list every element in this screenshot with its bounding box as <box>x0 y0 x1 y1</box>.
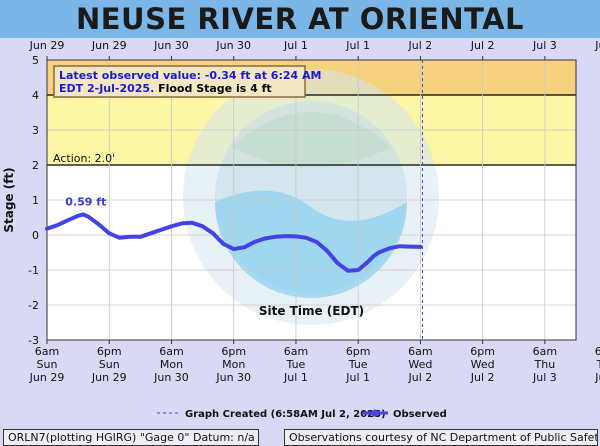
peak-label: 0.59 ft <box>65 195 106 208</box>
x-tick-label-top: Jul 3 <box>594 39 600 52</box>
noaa-logo-watermark <box>183 69 439 325</box>
plot-frame <box>46 59 577 341</box>
y-tick-label: -3 <box>28 334 39 347</box>
x-tick-label-top: Jun 29 <box>91 39 127 52</box>
x-tick-label-time: 6pm <box>97 345 122 358</box>
y-tick-label: 0 <box>32 229 39 242</box>
latest-observed-box: Latest observed value: -0.34 ft at 6:24 … <box>53 65 321 98</box>
x-tick-label-time: 6pm <box>346 345 371 358</box>
y-tick-label: 3 <box>32 124 39 137</box>
y-tick-label: -1 <box>28 264 39 277</box>
x-tick-label-top: Jul 1 <box>283 39 308 52</box>
footer-datum: ORLN7(plotting HGIRG) "Gage 0" Datum: n/… <box>3 429 259 446</box>
x-tick-label-top: Jul 1 <box>345 39 370 52</box>
x-tick-label-time: 6am <box>408 345 432 358</box>
logo-bird <box>231 112 391 167</box>
y-axis-title: Stage (ft) <box>2 167 16 232</box>
y-tick-label: 4 <box>32 89 39 102</box>
x-tick-label-date: Jul 3 <box>594 371 600 384</box>
observed-series-line <box>45 212 423 273</box>
title-bar <box>0 0 600 38</box>
footer-courtesy: Observations courtesy of NC Department o… <box>284 429 598 446</box>
legend-observed-marker <box>371 409 379 417</box>
x-axis-title: Site Time (EDT) <box>259 304 364 318</box>
x-tick-label-date: Jul 1 <box>345 371 370 384</box>
legend: Graph Created (6:58AM Jul 2, 2025) Observ… <box>157 409 447 420</box>
x-tick-label-top: Jul 2 <box>408 39 433 52</box>
x-tick-label-time: 6am <box>284 345 308 358</box>
x-tick-label-date: Jun 30 <box>153 371 189 384</box>
x-tick-label-date: Jul 1 <box>283 371 308 384</box>
flood-stage-note: Flood Stage is 4 ft <box>158 82 272 95</box>
x-tick-label-day: Thu <box>534 358 556 371</box>
x-tick-label-time: 6am <box>533 345 557 358</box>
x-tick-label-time: 6pm <box>595 345 600 358</box>
legend-created-label: Graph Created (6:58AM Jul 2, 2025) <box>185 409 386 420</box>
x-tick-label-top: Jun 30 <box>153 39 189 52</box>
x-tick-label-date: Jul 2 <box>408 371 433 384</box>
x-tick-label-top: Jun 30 <box>215 39 251 52</box>
x-tick-label-date: Jul 2 <box>470 371 495 384</box>
x-tick-label-top: Jun 29 <box>29 39 65 52</box>
y-tick-label: 2 <box>32 159 39 172</box>
x-tick-label-day: Sun <box>37 358 58 371</box>
x-tick-label-day: Sun <box>99 358 120 371</box>
info-line2: EDT 2-Jul-2025. Flood Stage is 4 ft <box>59 82 272 95</box>
x-tick-label-date: Jun 30 <box>215 371 251 384</box>
action-label: Action: 2.0' <box>53 152 115 165</box>
x-tick-label-date: Jun 29 <box>91 371 127 384</box>
chart-title: NEUSE RIVER AT ORIENTAL <box>75 2 525 36</box>
x-tick-label-time: 6pm <box>470 345 495 358</box>
x-tick-label-day: Wed <box>408 358 432 371</box>
x-tick-label-day: Mon <box>160 358 183 371</box>
info-line1: Latest observed value: -0.34 ft at 6:24 … <box>59 69 321 82</box>
y-tick-label: -2 <box>28 299 39 312</box>
x-tick-label-day: Wed <box>471 358 495 371</box>
legend-observed-label: Observed <box>393 409 447 420</box>
y-tick-label: 1 <box>32 194 39 207</box>
x-tick-label-time: 6pm <box>221 345 246 358</box>
x-tick-label-day: Tue <box>286 358 306 371</box>
x-tick-label-date: Jul 3 <box>532 371 557 384</box>
x-tick-label-top: Jul 3 <box>532 39 557 52</box>
x-tick-label-day: Thu <box>596 358 600 371</box>
x-tick-label-top: Jul 2 <box>470 39 495 52</box>
x-tick-label-time: 6am <box>159 345 183 358</box>
x-tick-label-date: Jun 29 <box>29 371 65 384</box>
info-box-frame <box>53 65 306 98</box>
x-tick-label-day: Tue <box>348 358 368 371</box>
x-tick-label-time: 6am <box>35 345 59 358</box>
y-tick-label: 5 <box>32 54 39 67</box>
x-tick-label-day: Mon <box>222 358 245 371</box>
